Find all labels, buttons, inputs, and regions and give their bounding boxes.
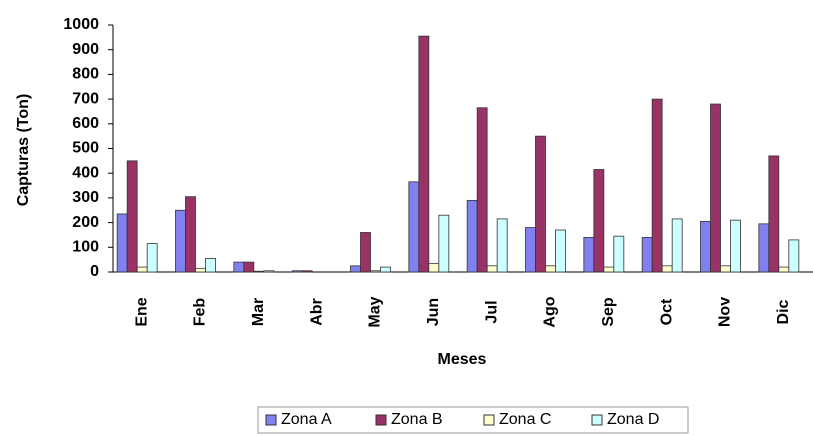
y-tick-label: 100 (72, 239, 99, 256)
bar (301, 270, 313, 273)
bar (603, 266, 615, 273)
y-tick-label: 800 (72, 66, 99, 83)
bar (555, 229, 566, 273)
bar (438, 214, 450, 273)
y-tick-label: 200 (72, 214, 99, 231)
x-tick-label: Ene (133, 297, 150, 326)
legend-label: Zona A (281, 411, 332, 428)
bar (136, 266, 148, 273)
bar (535, 135, 546, 273)
bar (253, 270, 265, 273)
bar (243, 261, 255, 273)
bar (651, 98, 663, 273)
bar (720, 265, 731, 273)
bar (583, 237, 595, 273)
bar (730, 219, 741, 273)
y-tick-label: 700 (72, 90, 99, 107)
bar (428, 262, 440, 273)
legend-swatch (483, 414, 495, 426)
legend-swatch (265, 414, 277, 426)
bar (476, 107, 488, 273)
bar (263, 270, 275, 273)
bar (641, 237, 653, 273)
x-tick-label: Dic (775, 299, 792, 324)
bar (758, 223, 770, 273)
y-tick-label: 300 (72, 189, 99, 206)
bar (593, 169, 605, 273)
x-tick-label: Ago (542, 296, 559, 327)
bar (380, 266, 391, 273)
bar (146, 243, 158, 273)
bar (205, 258, 216, 273)
x-tick-label: Jun (425, 298, 442, 326)
x-tick-label: Jul (483, 300, 500, 323)
bar (613, 235, 625, 273)
bar (525, 227, 536, 273)
bar (360, 232, 371, 273)
x-tick-label: Oct (658, 298, 675, 325)
y-tick-label: 400 (72, 164, 99, 181)
x-tick-label: Abr (308, 298, 325, 326)
bar (116, 213, 128, 273)
bar (175, 209, 186, 273)
bar (291, 270, 303, 273)
bar (418, 35, 430, 273)
bar (710, 103, 721, 273)
bar (486, 265, 498, 273)
x-tick-label: Nov (717, 297, 734, 327)
y-tick-label: 0 (90, 263, 99, 280)
bar (496, 218, 508, 273)
x-tick-label: Sep (600, 297, 617, 327)
y-tick-label: 900 (72, 41, 99, 58)
bar (195, 267, 206, 273)
x-tick-label: Mar (250, 298, 267, 326)
x-axis-title: Meses (438, 351, 487, 368)
x-tick-label: May (367, 296, 384, 327)
x-tick-label: Feb (192, 298, 209, 327)
legend-label: Zona C (499, 411, 551, 428)
legend-label: Zona D (607, 411, 659, 428)
y-tick-label: 1000 (63, 16, 99, 33)
bar (788, 239, 800, 273)
y-axis-title: Capturas (Ton) (15, 94, 32, 207)
legend-label: Zona B (391, 411, 443, 428)
bar (545, 265, 556, 273)
bar (661, 265, 673, 273)
legend-swatch (375, 414, 387, 426)
bar (370, 270, 381, 273)
legend-swatch (591, 414, 603, 426)
y-tick-label: 500 (72, 140, 99, 157)
bar (700, 220, 711, 273)
bar (350, 265, 361, 273)
bar (185, 196, 196, 273)
legend-box (257, 406, 689, 434)
bar (778, 266, 790, 273)
bar (233, 261, 245, 273)
bar (466, 199, 478, 273)
bar (671, 218, 683, 273)
y-tick-label: 600 (72, 115, 99, 132)
bar (408, 181, 420, 273)
bar (768, 155, 780, 273)
bar (126, 160, 138, 273)
